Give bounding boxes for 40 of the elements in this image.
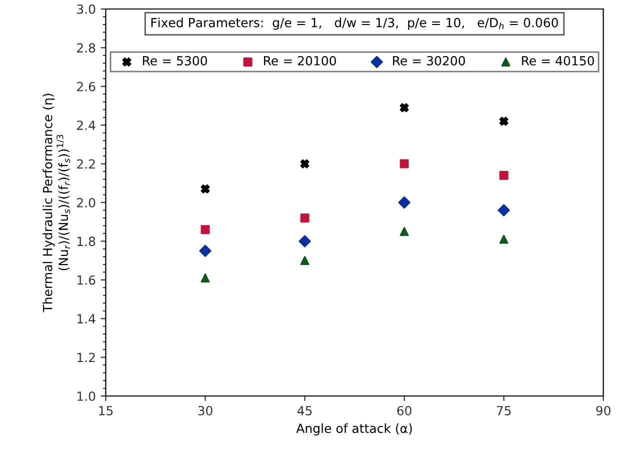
x-tick-label: 30 [198,406,212,416]
y-tick-label: 2.6 [77,82,96,92]
point [300,213,310,222]
y-tick-label: 1.0 [78,391,96,401]
x-axis-title: Angle of attack (α) [296,423,412,436]
point [200,273,210,282]
point [400,159,409,168]
point [300,159,310,168]
point [200,184,210,194]
point [199,244,212,257]
point [499,170,508,180]
point [398,196,410,209]
y-tick-label: 2.2 [77,159,95,169]
point [400,227,409,236]
annotation: Fixed Parameters: g/e = 1, d/w = 1/3, p/e = 10, e/D$_{h}$ = 0.060 [151,18,558,30]
text: Thermal Hydraulic Performance (η) (Nu$_{r}$)/(Nu$_{s}$)/((f$_{r}$)/(f$_{s}$))$^{1/3}$ [42,94,70,312]
point [499,116,508,126]
point [499,234,508,244]
legend-label: Re = 5300 [142,56,207,66]
x-tick-label: 15 [99,406,113,416]
x-tick-label: 60 [397,406,412,416]
legend-label: Re = 30200 [393,56,465,66]
y-tick-label: 1.6 [78,275,96,285]
y-tick-label: 2.4 [77,120,96,130]
legend-label: Re = 40150 [522,56,594,66]
y-tick-label: 3.0 [77,4,96,14]
point [300,256,310,266]
x-tick-label: 75 [496,406,511,416]
y-tick-label: 2.8 [77,43,96,53]
x-tick-label: 90 [596,406,610,416]
y-tick-label: 2.0 [77,198,96,208]
x-tick-label: 45 [297,406,312,416]
point [298,235,311,248]
point [400,103,409,112]
y-tick-label: 1.2 [78,352,95,362]
point [498,204,510,216]
y-tick-label: 1.4 [78,314,96,324]
point [200,225,210,234]
y-tick-label: 1.8 [78,236,96,246]
legend-label: Re = 20100 [264,56,336,66]
